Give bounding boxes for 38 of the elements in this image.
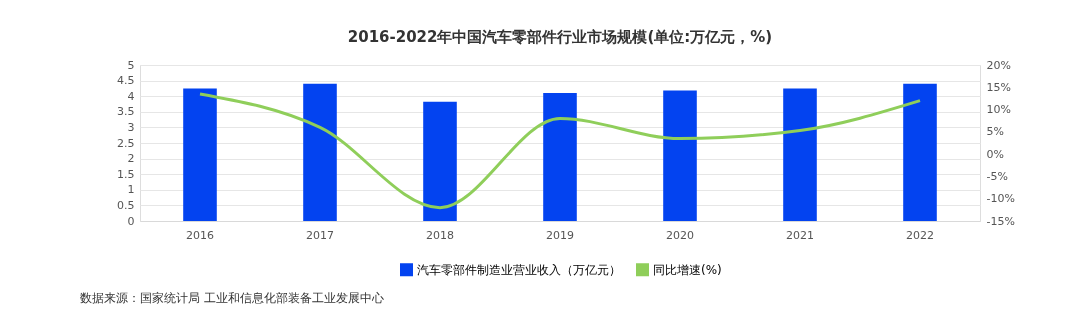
y2-tick-label: -10% — [986, 192, 1015, 206]
source-note: 数据来源：国家统计局 工业和信息化部装备工业发展中心 — [80, 291, 384, 305]
legend-label: 汽车零部件制造业营业收入（万亿元） — [417, 262, 621, 277]
x-tick-label: 2019 — [546, 228, 574, 242]
y-tick-label: 1 — [127, 183, 135, 197]
bar — [663, 90, 697, 221]
y-tick-label: 0 — [127, 214, 135, 228]
y2-tick-label: 0% — [986, 147, 1004, 161]
x-tick-label: 2020 — [666, 228, 694, 242]
y2-tick-label: -15% — [986, 214, 1015, 228]
bar — [903, 83, 937, 221]
y-tick-label: 5 — [127, 58, 135, 72]
bar — [423, 101, 457, 221]
x-tick-label: 2017 — [306, 228, 334, 242]
bar — [543, 93, 577, 221]
y-tick-label: 3.5 — [117, 105, 135, 119]
x-tick-label: 2022 — [906, 228, 934, 242]
y2-tick-label: -5% — [986, 169, 1008, 183]
y2-tick-label: 20% — [986, 58, 1011, 72]
y2-tick-label: 10% — [986, 103, 1011, 117]
y-tick-label: 2 — [127, 152, 135, 166]
y-tick-label: 0.5 — [117, 198, 135, 212]
bar — [303, 83, 337, 221]
y-tick-label: 3 — [127, 120, 135, 134]
line-series — [198, 92, 922, 210]
y-tick-label: 4 — [127, 89, 135, 103]
legend-label: 同比增速(%) — [653, 262, 722, 277]
chart-title: 2016-2022年中国汽车零部件行业市场规模(单位:万亿元，%) — [347, 28, 773, 46]
bar — [783, 88, 817, 221]
x-tick-label: 2021 — [786, 228, 814, 242]
y-tick-label: 1.5 — [117, 167, 135, 181]
x-tick-label: 2016 — [186, 228, 214, 242]
y-tick-label: 4.5 — [117, 74, 135, 88]
y-tick-label: 2.5 — [117, 136, 135, 150]
y2-tick-label: 15% — [986, 80, 1011, 94]
y2-tick-label: 5% — [986, 125, 1004, 139]
x-tick-label: 2018 — [426, 228, 454, 242]
bar — [183, 88, 217, 221]
